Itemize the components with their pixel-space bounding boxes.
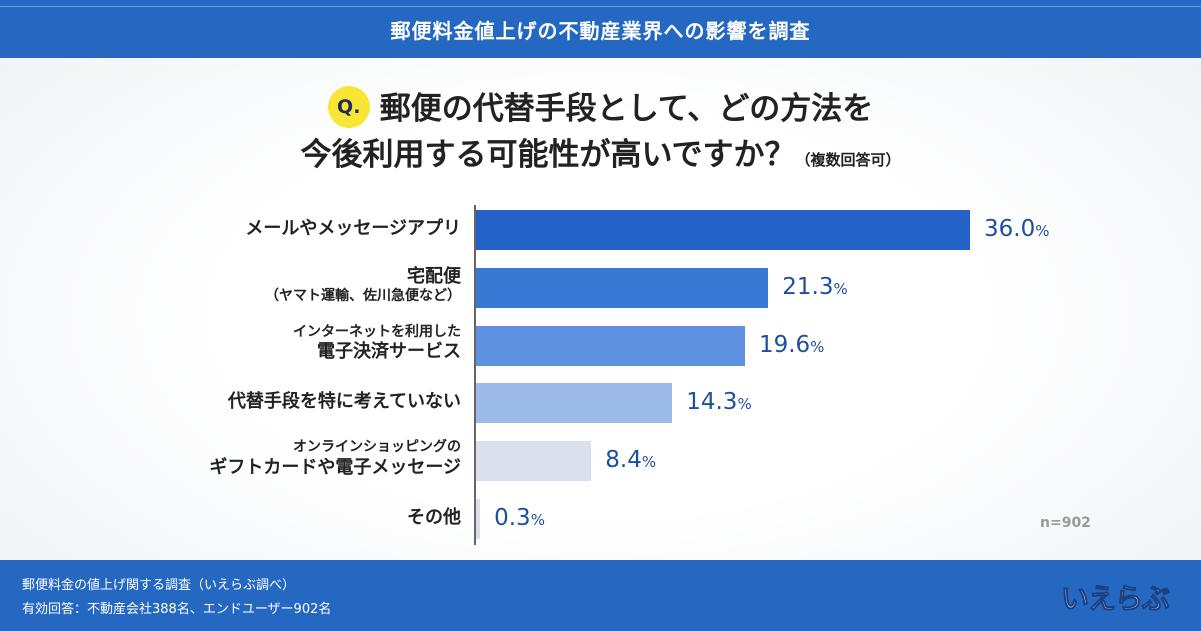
value-unit: % — [833, 279, 848, 298]
question-line1: 郵便の代替手段として、どの方法を — [379, 91, 874, 127]
value-label: 19.6% — [759, 332, 824, 358]
category-label: オンラインショッピングの ギフトカードや電子メッセージ — [209, 439, 461, 479]
question: Q. 郵便の代替手段として、どの方法を 今後利用する可能性が高いですか？（複数回答… — [0, 86, 1201, 183]
question-line2: 今後利用する可能性が高いですか？ — [300, 137, 796, 173]
bar — [476, 267, 769, 308]
category-label: 宅配便 （ヤマト運輸、佐川急便など） — [265, 266, 461, 306]
category-label-main: その他 — [407, 507, 461, 528]
y-axis-line — [474, 205, 476, 545]
value-number: 0.3 — [494, 505, 531, 531]
bar — [476, 210, 970, 250]
value-unit: % — [737, 395, 752, 414]
category-label-main: 宅配便 — [407, 265, 461, 287]
header-title: 郵便料金値上げの不動産業界への影響を調査 — [0, 0, 1201, 58]
footer: 郵便料金の値上げ関する調査（いえらぶ調べ） 有効回答：不動産会社388名、エンド… — [0, 560, 1201, 631]
value-label: 14.3% — [686, 389, 751, 415]
value-label: 36.0% — [984, 216, 1049, 242]
value-label: 8.4% — [605, 447, 656, 473]
footer-source: 郵便料金の値上げ関する調査（いえらぶ調べ） — [22, 578, 296, 593]
value-label: 21.3% — [782, 274, 847, 300]
category-label-main: ギフトカードや電子メッセージ — [209, 456, 461, 478]
category-label-top: インターネットを利用した — [293, 323, 461, 340]
bar — [476, 325, 745, 366]
ierabu-logo: いえらぶ — [1060, 582, 1170, 616]
category-label-sub: （ヤマト運輸、佐川急便など） — [265, 288, 461, 305]
value-number: 14.3 — [686, 389, 738, 416]
value-unit: % — [810, 337, 825, 356]
category-label-main: メールやメッセージアプリ — [245, 218, 461, 239]
category-label-main: 電子決済サービス — [317, 341, 461, 363]
bar — [476, 441, 592, 482]
value-unit: % — [641, 453, 657, 472]
category-label: メールやメッセージアプリ — [245, 218, 461, 241]
bar — [476, 383, 673, 424]
value-number: 21.3 — [782, 273, 834, 300]
value-number: 8.4 — [605, 447, 642, 474]
category-label: その他 — [407, 507, 461, 530]
question-badge: Q. — [327, 86, 370, 128]
bar — [476, 499, 481, 539]
footer-respondents: 有効回答：不動産会社388名、エンドユーザー902名 — [22, 602, 332, 617]
value-unit: % — [530, 511, 545, 529]
category-label-top: オンラインショッピングの — [293, 439, 461, 456]
sample-size: n=902 — [1040, 515, 1091, 531]
value-number: 36.0 — [984, 216, 1036, 242]
value-unit: % — [1035, 222, 1050, 240]
question-note: （複数回答可） — [795, 151, 901, 169]
category-label: 代替手段を特に考えていない — [228, 391, 461, 414]
value-label: 0.3% — [494, 505, 545, 531]
category-label-main: 代替手段を特に考えていない — [227, 391, 461, 413]
value-number: 19.6 — [758, 331, 811, 358]
category-label: インターネットを利用した 電子決済サービス — [293, 324, 461, 364]
